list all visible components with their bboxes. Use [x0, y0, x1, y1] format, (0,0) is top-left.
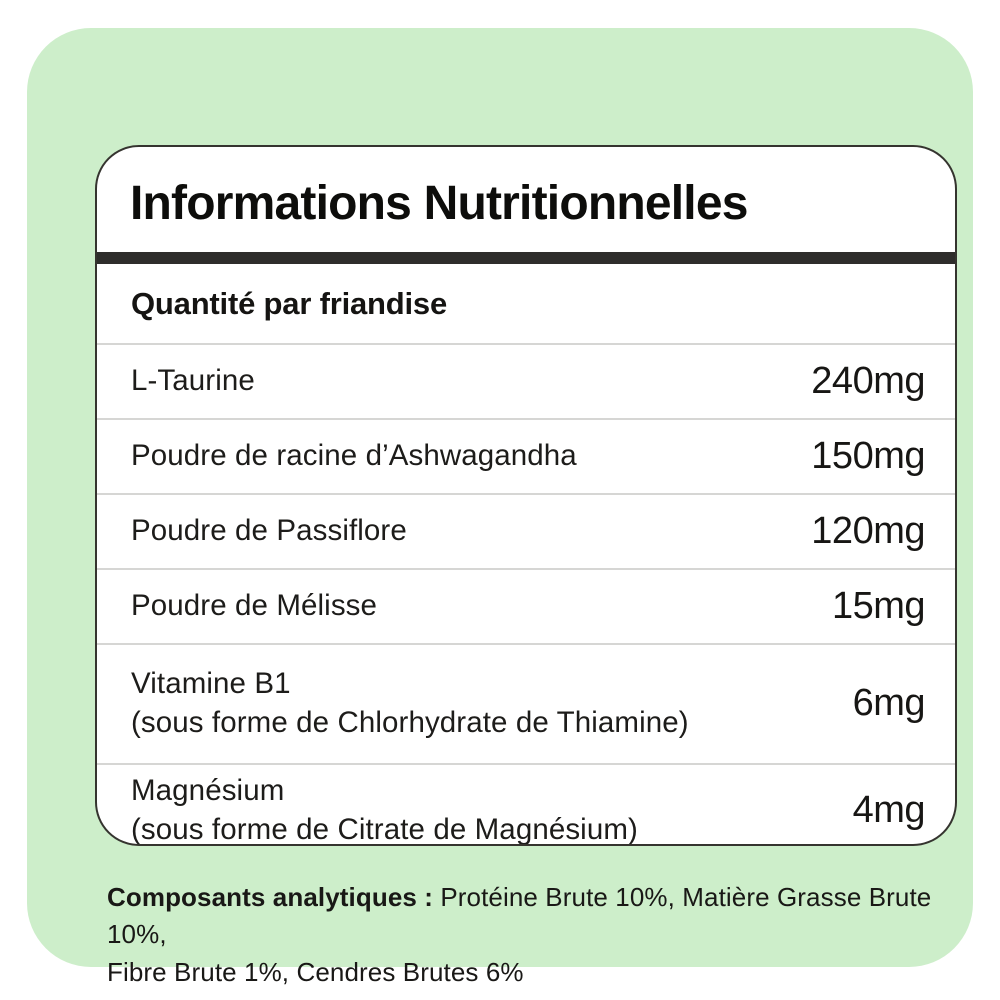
nutrient-amount: 240mg: [811, 360, 925, 402]
nutrient-row: Poudre de Mélisse 15mg: [97, 568, 955, 643]
nutrient-form: (sous forme de Chlorhydrate de Thiamine): [131, 705, 689, 739]
label-background-panel: Informations Nutritionnelles Quantité pa…: [27, 28, 973, 987]
nutrient-row: Magnésium (sous forme de Citrate de Magn…: [97, 762, 955, 846]
title-divider-bar: [97, 252, 955, 264]
nutrient-row: Poudre de Passiflore 120mg: [97, 493, 955, 568]
nutrient-amount: 150mg: [811, 435, 925, 477]
nutrient-name-text: Vitamine B1: [131, 667, 291, 700]
nutrient-row: L-Taurine 240mg: [97, 343, 955, 418]
nutrient-name: Poudre de Passiflore: [131, 512, 407, 551]
nutrient-name: Poudre de racine d’Ashwagandha: [131, 437, 577, 476]
nutrient-amount: 120mg: [811, 510, 925, 552]
nutrient-amount: 4mg: [852, 789, 926, 832]
serving-size-header: Quantité par friandise: [131, 286, 447, 321]
nutrient-name: Vitamine B1 (sous forme de Chlorhydrate …: [131, 665, 689, 743]
nutrient-name-text: L-Taurine: [131, 364, 255, 398]
nutrition-facts-card: Informations Nutritionnelles Quantité pa…: [95, 145, 957, 846]
analytical-components-line2: Fibre Brute 1%, Cendres Brutes 6%: [107, 956, 524, 987]
nutrient-name-text: Poudre de Mélisse: [131, 589, 378, 623]
nutrient-form: (sous forme de Citrate de Magnésium): [131, 812, 638, 846]
nutrient-name-text: Magnésium: [131, 773, 285, 807]
analytical-components-note: Composants analytiques : Protéine Brute …: [107, 879, 952, 991]
nutrient-name: Poudre de Mélisse: [131, 587, 377, 626]
nutrient-table: L-Taurine 240mg Poudre de racine d’Ashwa…: [97, 343, 955, 846]
analytical-components-line1: Protéine Brute 10%, Matière Grasse Brute…: [107, 882, 932, 950]
card-title: Informations Nutritionnelles: [130, 177, 748, 230]
nutrient-row: Vitamine B1 (sous forme de Chlorhydrate …: [97, 643, 955, 763]
nutrient-amount: 15mg: [831, 585, 926, 627]
card-header: Informations Nutritionnelles: [97, 147, 955, 252]
nutrient-name: L-Taurine: [131, 362, 255, 401]
nutrient-row: Poudre de racine d’Ashwagandha 150mg: [97, 418, 955, 493]
analytical-components-lead: Composants analytiques :: [107, 882, 441, 912]
nutrient-name: Magnésium (sous forme de Citrate de Magn…: [131, 772, 638, 846]
nutrient-name-text: Poudre de Passiflore: [131, 514, 407, 548]
nutrient-name-text: Poudre de racine d’Ashwagandha: [131, 439, 577, 473]
nutrient-amount: 6mg: [852, 682, 926, 725]
